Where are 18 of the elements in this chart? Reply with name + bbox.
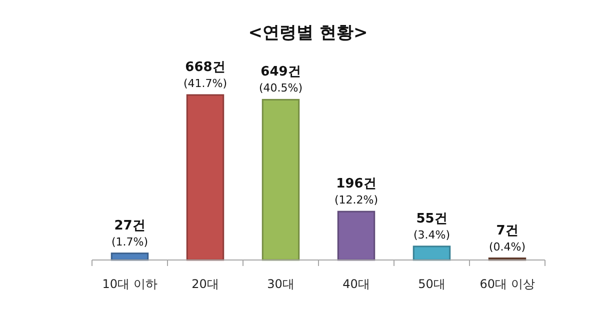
data-label: 649건 (40.5%) bbox=[258, 64, 303, 95]
bar bbox=[412, 246, 451, 261]
chart-title: <연령별 현황> bbox=[248, 23, 368, 43]
data-label: 55건 (3.4%) bbox=[413, 211, 450, 242]
bar bbox=[262, 98, 300, 261]
x-tick-label: 40대 bbox=[342, 277, 370, 291]
x-tick-label: 10대 이하 bbox=[102, 277, 158, 291]
data-label: 27건 (1.7%) bbox=[111, 218, 148, 248]
bar bbox=[337, 210, 376, 261]
data-label: 196건 (12.2%) bbox=[334, 176, 378, 207]
data-label: 7건 (0.4%) bbox=[488, 223, 526, 254]
x-tick-label: 20대 bbox=[192, 277, 219, 291]
x-tick-label: 50대 bbox=[418, 277, 446, 291]
x-tick-label: 60대 이상 bbox=[480, 277, 535, 291]
bar bbox=[186, 94, 224, 261]
x-tick-label: 30대 bbox=[267, 277, 294, 291]
bar bbox=[110, 252, 149, 261]
data-label: 668건 (41.7%) bbox=[183, 60, 228, 90]
